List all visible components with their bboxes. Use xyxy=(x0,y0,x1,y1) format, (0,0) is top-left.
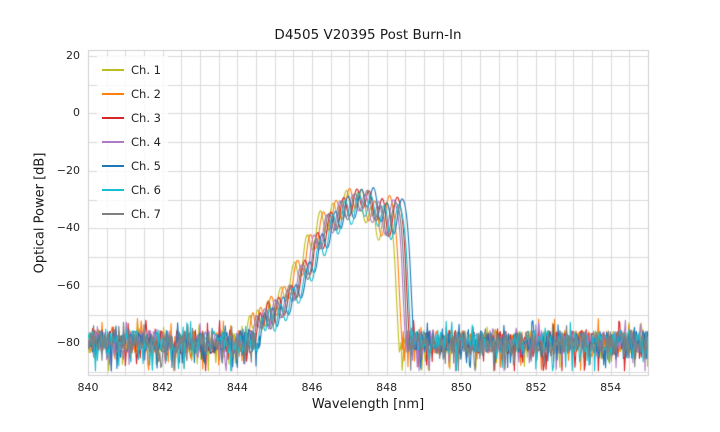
x-tick-label: 852 xyxy=(525,381,547,394)
legend-item: Ch. 5 xyxy=(102,154,161,178)
chart-title: D4505 V20395 Post Burn-In xyxy=(274,27,462,43)
legend-line-swatch xyxy=(102,141,124,143)
legend-line-swatch xyxy=(102,213,124,215)
legend-label: Ch. 3 xyxy=(131,111,161,125)
x-tick-label: 840 xyxy=(77,381,99,394)
x-axis-label: Wavelength [nm] xyxy=(311,397,425,412)
legend-label: Ch. 1 xyxy=(131,63,161,77)
x-tick-label: 846 xyxy=(301,381,323,394)
legend-label: Ch. 4 xyxy=(131,135,161,149)
x-tick-label: 842 xyxy=(152,381,174,394)
legend-label: Ch. 6 xyxy=(131,183,161,197)
legend-label: Ch. 2 xyxy=(131,87,161,101)
legend-label: Ch. 5 xyxy=(131,159,161,173)
legend-line-swatch xyxy=(102,93,124,95)
legend-item: Ch. 7 xyxy=(102,202,161,226)
legend-item: Ch. 6 xyxy=(102,178,161,202)
y-tick-label: −40 xyxy=(56,221,80,235)
x-tick-label: 844 xyxy=(226,381,248,394)
legend-item: Ch. 3 xyxy=(102,106,161,130)
y-tick-label: −80 xyxy=(56,336,80,350)
y-tick-label: 0 xyxy=(73,106,80,120)
legend-line-swatch xyxy=(102,165,124,167)
y-tick-label: 20 xyxy=(66,48,80,62)
x-tick-label: 848 xyxy=(376,381,398,394)
y-tick-label: −60 xyxy=(56,278,80,292)
legend-item: Ch. 4 xyxy=(102,130,161,154)
x-tick-label: 850 xyxy=(450,381,472,394)
legend-label: Ch. 7 xyxy=(131,207,161,221)
legend: Ch. 1 Ch. 2 Ch. 3 Ch. 4 Ch. 5 Ch. 6 Ch. 7 xyxy=(97,56,168,228)
y-tick-label: −20 xyxy=(56,163,80,177)
legend-line-swatch xyxy=(102,69,124,71)
legend-item: Ch. 2 xyxy=(102,82,161,106)
legend-line-swatch xyxy=(102,189,124,191)
legend-item: Ch. 1 xyxy=(102,58,161,82)
legend-line-swatch xyxy=(102,117,124,119)
x-tick-label: 854 xyxy=(600,381,622,394)
